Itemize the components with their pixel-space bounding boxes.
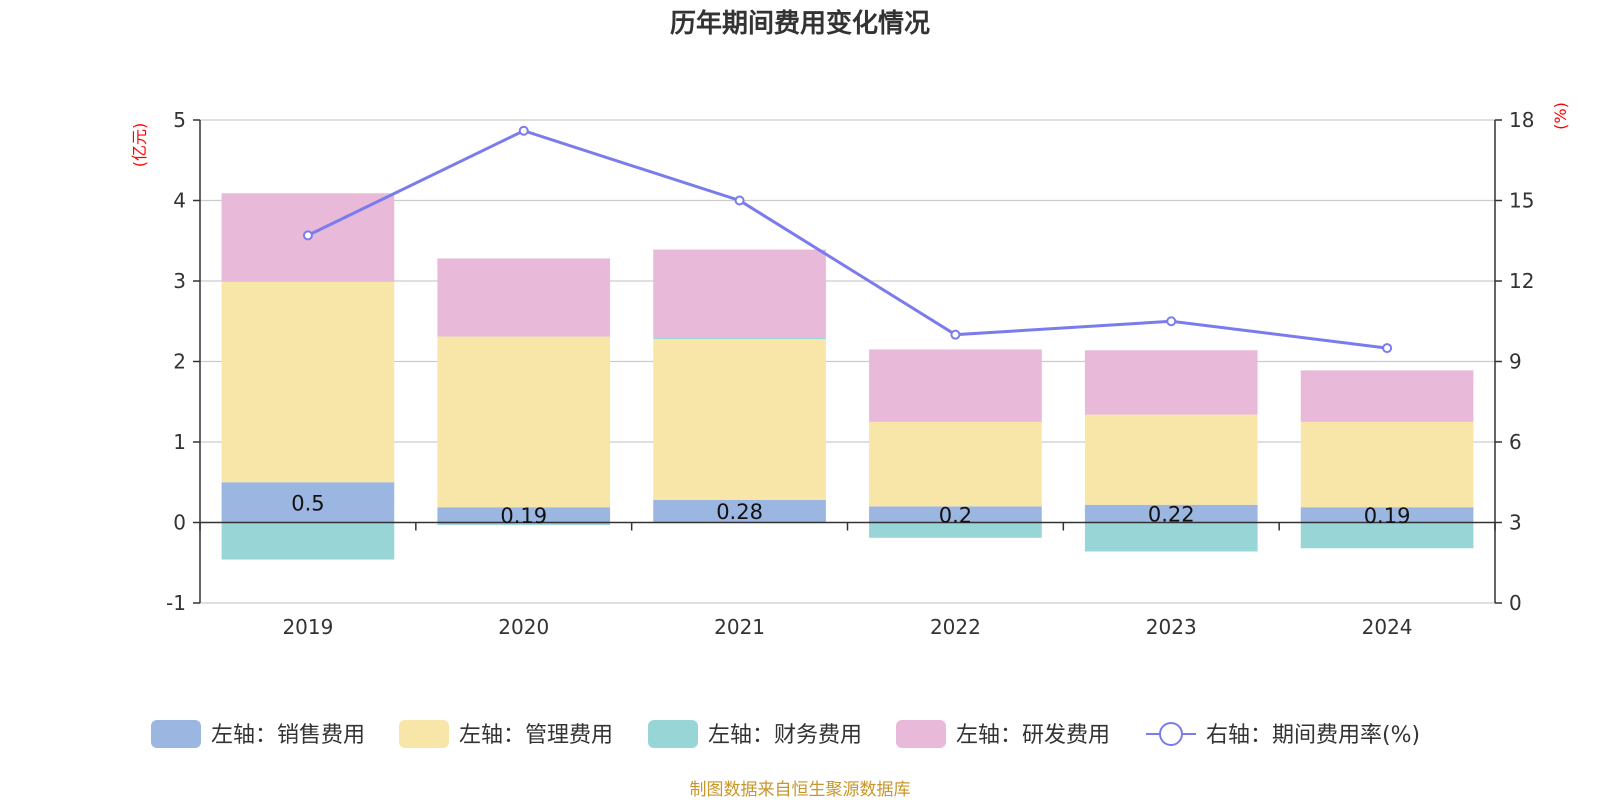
legend-label[interactable]: 左轴：财务费用 (708, 723, 862, 748)
bar[interactable] (653, 249, 826, 338)
data-label: 0.19 (1364, 504, 1411, 528)
category-label: 2023 (1146, 615, 1197, 639)
line-point[interactable] (1166, 316, 1177, 327)
bar[interactable] (1300, 370, 1474, 422)
category-label: 2020 (498, 615, 549, 639)
bar[interactable] (437, 522, 611, 525)
right-axis-tick-label: 6 (1509, 430, 1522, 454)
data-label: 0.22 (1148, 503, 1195, 527)
bar[interactable] (1300, 421, 1474, 508)
legend-label[interactable]: 左轴：销售费用 (211, 723, 365, 748)
bar[interactable] (1300, 522, 1474, 549)
bar[interactable] (221, 522, 395, 560)
line-point[interactable] (302, 230, 313, 241)
left-axis-tick-label: 4 (173, 189, 186, 213)
legend-swatch[interactable] (151, 720, 201, 748)
bar[interactable] (221, 482, 395, 523)
legend-label[interactable]: 左轴：管理费用 (459, 723, 613, 748)
left-axis-tick-label: 0 (173, 511, 186, 535)
line-point[interactable] (1382, 343, 1393, 354)
left-axis-tick-label: 2 (173, 350, 186, 374)
data-label: 0.2 (939, 503, 972, 527)
left-axis-tick-label: 5 (173, 108, 186, 132)
bar[interactable] (221, 281, 395, 483)
bar[interactable] (437, 507, 611, 523)
right-axis-tick-label: 9 (1509, 350, 1522, 374)
axes: 5 4 3 2 1 0 -1 18 15 12 9 6 3 0 2019 2020 2021 2022 2023 20… (166, 108, 1534, 639)
bar[interactable] (1300, 507, 1474, 523)
legend: 左轴：销售费用 左轴：管理费用 左轴：财务费用 左轴：研发费用 右轴：期间费用率(%) (151, 720, 1420, 748)
data-label: 0.28 (716, 500, 763, 524)
data-label: 0.19 (500, 504, 547, 528)
bar[interactable] (653, 337, 826, 339)
data-label-layer: 0.5 0.19 0.28 0.2 0.22 0.19 (291, 491, 1410, 527)
bar[interactable] (869, 506, 1042, 523)
legend-swatch[interactable] (896, 720, 946, 748)
bar[interactable] (1084, 504, 1258, 523)
legend-label[interactable]: 右轴：期间费用率(%) (1206, 723, 1420, 748)
data-label: 0.5 (291, 491, 324, 515)
category-label: 2019 (282, 615, 333, 639)
bar[interactable] (869, 349, 1042, 422)
gridlines (200, 119, 1495, 604)
source-note: 制图数据来自恒生聚源数据库 (690, 780, 911, 800)
left-axis-unit: (亿元) (130, 123, 149, 168)
right-axis-unit: (%) (1551, 102, 1570, 130)
bar[interactable] (653, 338, 826, 500)
right-axis-tick-label: 15 (1509, 189, 1534, 213)
bar[interactable] (437, 336, 611, 508)
bar[interactable] (869, 522, 1042, 538)
chart-title: 历年期间费用变化情况 (670, 8, 930, 39)
bar[interactable] (1084, 522, 1258, 552)
line-point[interactable] (518, 125, 529, 136)
right-axis-tick-label: 18 (1509, 108, 1534, 132)
bar-layer (221, 193, 1474, 560)
bar[interactable] (437, 258, 611, 337)
bar[interactable] (653, 499, 826, 523)
legend-swatch[interactable] (648, 720, 698, 748)
right-axis-tick-label: 0 (1509, 591, 1522, 615)
line-layer (302, 125, 1393, 354)
legend-swatch[interactable] (399, 720, 449, 748)
right-axis-tick-label: 12 (1509, 269, 1534, 293)
left-axis-tick-label: 1 (173, 430, 186, 454)
category-label: 2021 (714, 615, 765, 639)
bar[interactable] (1084, 414, 1258, 505)
category-label: 2024 (1362, 615, 1413, 639)
bar[interactable] (1084, 350, 1258, 415)
left-axis-tick-label: -1 (166, 591, 186, 615)
series-line (307, 129, 1388, 350)
line-point[interactable] (734, 195, 745, 206)
left-axis-tick-label: 3 (173, 269, 186, 293)
legend-marker[interactable] (1159, 722, 1183, 746)
category-label: 2022 (930, 615, 981, 639)
bar[interactable] (869, 421, 1042, 507)
legend-label[interactable]: 左轴：研发费用 (956, 723, 1110, 748)
line-point[interactable] (950, 329, 961, 340)
right-axis-tick-label: 3 (1509, 511, 1522, 535)
